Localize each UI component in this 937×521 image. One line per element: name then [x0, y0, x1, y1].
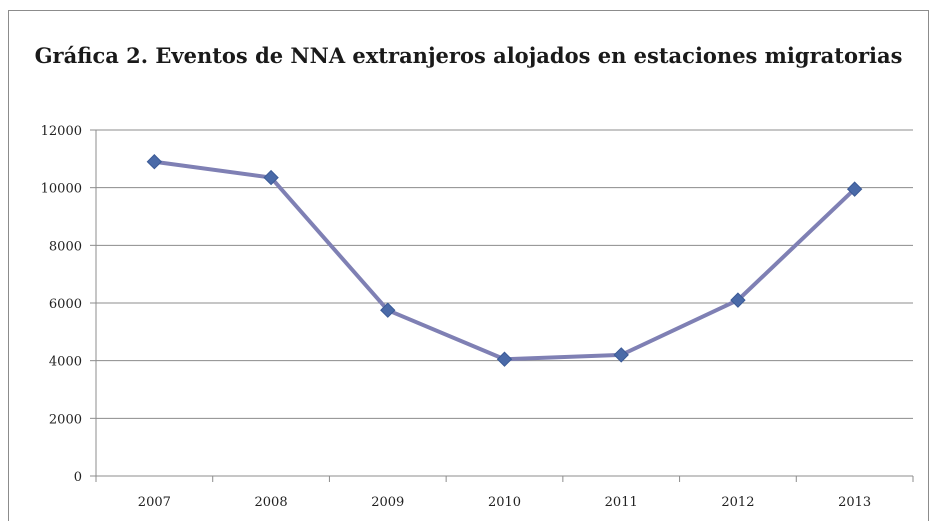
x-tick-label: 2008 — [255, 495, 288, 510]
axes — [90, 129, 914, 482]
data-point — [613, 347, 629, 363]
gridlines — [96, 129, 913, 419]
x-tick-label: 2011 — [605, 495, 638, 510]
x-tick-label: 2012 — [721, 495, 754, 510]
y-axis-tick-labels: 0 2000 4000 6000 8000 10000 12000 — [41, 124, 82, 485]
x-tick-label: 2013 — [838, 495, 871, 510]
x-tick-label: 2010 — [488, 495, 521, 510]
series-line — [154, 159, 857, 362]
data-point — [846, 181, 863, 197]
data-series — [146, 154, 863, 367]
x-tick-label: 2007 — [138, 495, 171, 510]
data-point — [146, 154, 163, 170]
chart-title: Gráfica 2. Eventos de NNA extranjeros al… — [34, 43, 903, 68]
y-tick-label: 12000 — [41, 124, 82, 139]
data-point — [730, 292, 746, 308]
y-tick-label: 6000 — [49, 297, 82, 312]
y-tick-label: 8000 — [49, 239, 82, 254]
y-tick-label: 4000 — [49, 355, 82, 370]
data-point — [263, 169, 279, 186]
data-point — [496, 351, 513, 367]
y-tick-label: 10000 — [41, 182, 82, 197]
data-point — [380, 302, 396, 318]
x-axis-tick-labels: 2007 2008 2009 2010 2011 2012 2013 — [138, 495, 871, 510]
x-tick-label: 2009 — [371, 495, 404, 510]
y-tick-label: 2000 — [49, 412, 82, 427]
y-tick-label: 0 — [74, 470, 82, 485]
